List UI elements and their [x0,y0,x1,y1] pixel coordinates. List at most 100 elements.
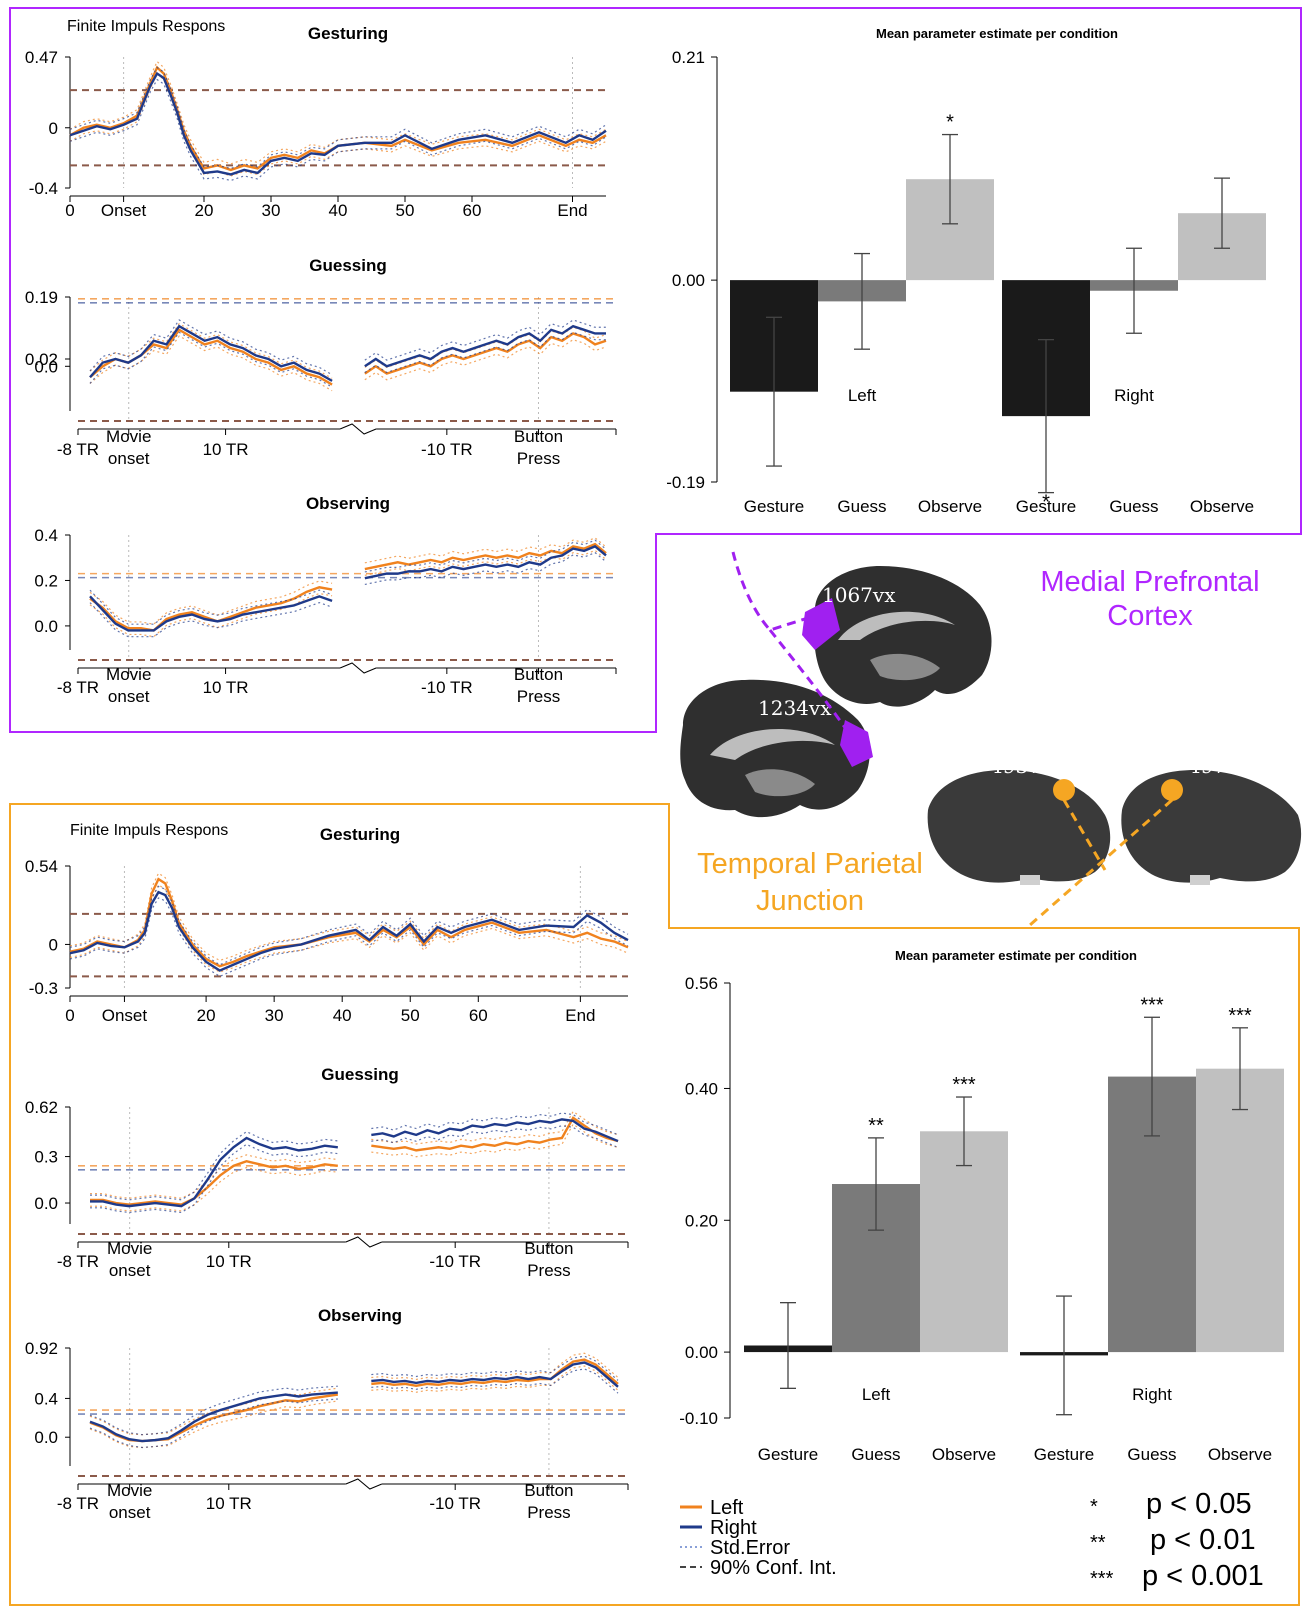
group-label: Right [1114,386,1154,405]
series-line-left-seg2 [364,542,607,571]
tpj-observing-panel: Observing 0.92 0.4 0.0 -8 TR Movie onset 10 TR -… [25,1306,629,1522]
x-tick-label: onset [108,687,150,706]
bar-left-observe [920,1131,1008,1353]
stderr-lower-left [89,335,333,392]
x-tick-label: -10 TR [429,1252,481,1271]
y-tick-label: 0.92 [25,1339,58,1358]
category-label: Observe [1208,1445,1272,1464]
series-line-right-seg1 [89,595,333,632]
category-label: Observe [1190,497,1254,516]
mpfc-label-line1: Medial Prefrontal [1040,566,1259,598]
x-tick-label: onset [108,449,150,468]
tpj-label-line2: Junction [756,885,864,917]
x-tick-label: 20 [197,1006,216,1025]
x-tick-label: Onset [102,1006,148,1025]
series-line-right-seg1 [89,1391,338,1443]
x-tick-label: Movie [107,1239,152,1258]
axis-break [345,1236,383,1248]
stderr-upper-right [371,1355,619,1381]
y-tick-label: 0 [49,119,58,138]
brain-upper-shape [813,566,992,707]
panel-title: Gesturing [320,825,400,844]
x-tick-label: Button [524,1239,573,1258]
sig-stars-1: * [1090,1496,1098,1518]
brain-label-1234: 1234vx [758,696,832,720]
y-tick-label: 0.62 [25,1098,58,1117]
y-tick-label: 0.20 [685,1211,718,1230]
stderr-upper-left [69,872,629,962]
mpfc-frame [9,7,1302,733]
series-line-right-seg2 [364,544,607,580]
y-tick-label: 0.02 [25,350,58,369]
stderr-upper-right [89,319,333,376]
x-tick-label: -10 TR [429,1494,481,1513]
tpj-guessing-panel: Guessing 0.62 0.3 0.0 -8 TR Movie onset 10 TR -1… [25,1065,629,1280]
series-line-left-seg1 [89,586,333,632]
series-line-right-seg2 [364,324,606,368]
brain-lower-callosum [710,728,835,760]
fir-label-mpfc: Finite Impuls Respons [67,18,225,35]
stderr-upper-left [89,1387,338,1436]
x-tick-label: Press [517,687,560,706]
y-tick-label: 0.4 [34,526,58,545]
bar-right-observe [1196,1068,1284,1353]
y-tick-label: 0.56 [685,974,718,993]
brain-right-cerebellum [1190,875,1210,885]
legend-ci: 90% Conf. Int. [710,1557,837,1579]
sig-text-2: p < 0.01 [1150,1524,1256,1556]
category-label: Guess [1109,497,1158,516]
x-tick-label: Onset [101,201,147,220]
category-label: Gesture [1016,497,1076,516]
stderr-upper-left [371,1352,619,1381]
tpj-roi-right [1161,779,1183,801]
series-line-left [69,65,607,172]
stderr-upper-right [364,319,606,361]
x-tick-label: 50 [401,1006,420,1025]
sig-text-1: p < 0.05 [1146,1488,1252,1520]
category-label: Gesture [758,1445,818,1464]
group-label: Left [862,1385,891,1404]
brain-left-shape [927,770,1111,883]
panel-title: Gesturing [308,24,388,43]
stderr-upper-right [69,66,607,170]
stderr-upper-right [90,1130,338,1201]
stderr-upper-left [90,1154,338,1199]
axis-break [339,423,377,435]
significance-star: ** [868,1115,884,1137]
stderr-lower-right [371,1368,619,1394]
x-tick-label: Press [527,1261,570,1280]
stderr-lower-left [69,72,607,177]
x-tick-label: Button [524,1481,573,1500]
brain-label-1067: 1067vx [822,583,896,607]
stderr-upper-left [89,580,333,625]
stderr-lower-right [89,331,333,388]
significance-star: *** [952,1074,976,1096]
fir-label-tpj: Finite Impuls Respons [70,822,228,839]
tpj-frame [9,803,1300,1606]
series-line-right [69,890,629,972]
tpj-roi-left [1053,779,1075,801]
x-tick-label: -8 TR [57,1494,99,1513]
tpj-connector-left [1062,799,1107,871]
stderr-upper-left [69,60,607,165]
series-line-left [69,877,629,968]
stderr-lower-right [89,601,333,638]
x-tick-label: 50 [396,201,415,220]
x-tick-label: onset [109,1503,151,1522]
x-tick-label: Press [527,1503,570,1522]
x-tick-label: 0 [65,1006,74,1025]
brain-lower-shape [680,679,870,818]
x-tick-label: Movie [106,665,151,684]
category-label: Guess [837,497,886,516]
stderr-upper-left [364,537,607,564]
category-label: Gesture [744,497,804,516]
brain-label-497: 497vx [1188,754,1249,778]
category-label: Guess [851,1445,900,1464]
mpfc-roi-upper [802,598,840,650]
stderr-lower-right [90,1143,338,1214]
mpfc-connector-upper [731,551,809,632]
significance-star: *** [1140,994,1164,1016]
category-label: Gesture [1034,1445,1094,1464]
category-label: Observe [918,497,982,516]
